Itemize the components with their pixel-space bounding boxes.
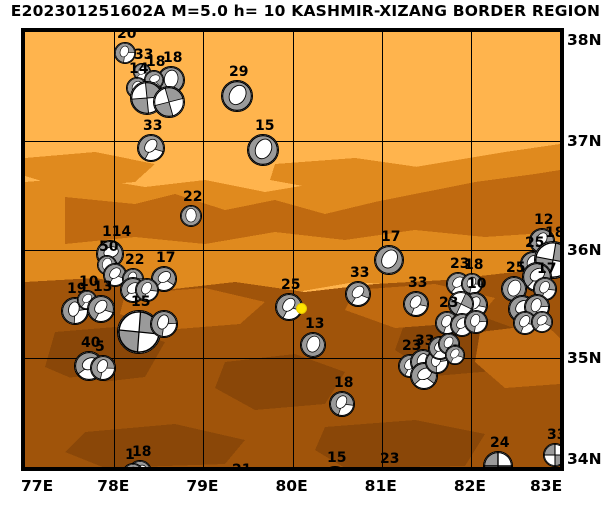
beachball-depth-label: 50 <box>99 239 119 255</box>
focal-mechanism-beachball <box>345 281 371 307</box>
focal-mechanism-beachball <box>114 42 136 64</box>
beachball-depth-label: 17 <box>156 250 176 266</box>
beachball-depth-label: 18 <box>464 257 484 273</box>
x-axis-tick-label: 83E <box>530 477 563 495</box>
beachball-depth-label: 24 <box>490 435 510 451</box>
x-axis-tick-label: 79E <box>186 477 219 495</box>
focal-mechanism-beachball <box>464 310 488 334</box>
page-title: E202301251602A M=5.0 h= 10 KASHMIR-XIZAN… <box>10 2 601 20</box>
focal-mechanism-beachball <box>533 277 557 301</box>
gridline-meridian <box>293 32 294 467</box>
gridline-meridian <box>471 32 472 467</box>
beachball-depth-label: 21 <box>232 463 251 467</box>
focal-mechanism-beachball <box>403 291 429 317</box>
beachball-depth-label: 10 <box>467 276 487 292</box>
focal-mechanism-beachball <box>151 266 177 292</box>
beachball-depth-label: 20 <box>117 32 137 42</box>
focal-mechanism-beachball <box>247 134 279 166</box>
beachball-depth-label: 33 <box>350 265 370 281</box>
beachball-depth-label: 18 <box>334 375 354 391</box>
y-axis-tick-label: 34N <box>567 450 602 468</box>
beachball-depth-label: 23 <box>439 295 459 311</box>
focal-mechanism-beachball <box>150 310 178 338</box>
x-axis-tick-label: 80E <box>275 477 308 495</box>
beachball-depth-label: 22 <box>183 189 203 205</box>
y-axis-tick-label: 36N <box>567 240 602 259</box>
beachball-depth-label: 15 <box>255 118 275 134</box>
focal-mechanism-beachball <box>543 443 560 467</box>
beachball-depth-label: 13 <box>93 279 113 295</box>
beachball-depth-label: 25 <box>281 277 301 293</box>
focal-mechanism-beachball <box>374 245 404 275</box>
epicenter-marker <box>296 303 307 314</box>
beachball-depth-label: 29 <box>229 64 249 80</box>
focal-mechanism-beachball <box>87 295 115 323</box>
focal-mechanism-beachball <box>153 86 185 118</box>
beachball-depth-label: 33 <box>547 427 560 443</box>
focal-mechanism-beachball <box>135 278 159 302</box>
gridline-parallel <box>25 141 560 142</box>
beachball-depth-label: 15 <box>131 294 151 310</box>
beachball-depth-label: 13 <box>305 316 325 332</box>
beachball-depth-label: 33 <box>408 275 428 291</box>
beachball-depth-label: 15 <box>327 450 347 466</box>
gridline-parallel <box>25 358 560 359</box>
beachball-depth-label: 17 <box>381 229 401 245</box>
beachball-depth-label: 14 <box>129 61 149 77</box>
map-frame: 20 33 18 18 14 <box>21 28 564 471</box>
beachball-depth-label: 18 <box>132 444 152 460</box>
gridline-parallel <box>25 250 560 251</box>
beachball-depth-label: 18 <box>146 54 166 70</box>
beachball-depth-label: 22 <box>125 252 145 268</box>
beachball-depth-label: 40 <box>81 335 101 351</box>
beachball-depth-label: 25 <box>506 260 526 276</box>
beachball-depth-label: 10 <box>79 274 99 290</box>
focal-mechanism-beachball <box>300 332 326 358</box>
beachball-depth-label: 17 <box>537 261 557 277</box>
focal-mechanism-beachball <box>531 311 553 333</box>
beachball-depth-label: 18 <box>163 50 183 66</box>
beachball-depth-label: 23 <box>450 256 470 272</box>
map-canvas: 20 33 18 18 14 <box>25 32 560 467</box>
focal-mechanism-beachball <box>445 345 465 365</box>
beachball-depth-label: 12 <box>534 212 554 228</box>
beachball-depth-label: 5 <box>95 339 105 355</box>
x-axis-tick-label: 77E <box>21 477 54 495</box>
beachball-depth-label: 1 <box>125 447 135 463</box>
focal-mechanism-beachball <box>461 273 483 295</box>
y-axis-tick-label: 35N <box>567 349 602 368</box>
focal-mechanism-beachball <box>137 134 165 162</box>
beachball-depth-label: 18 <box>545 225 560 241</box>
x-axis-tick-label: 82E <box>453 477 486 495</box>
y-axis-tick-label: 37N <box>567 131 602 150</box>
beachball-depth-label: 114 <box>102 224 132 240</box>
beachball-depth-label: 33 <box>134 47 154 63</box>
gridline-meridian <box>203 32 204 467</box>
beachball-depth-label: 33 <box>143 118 163 134</box>
focal-mechanism-beachball <box>221 80 253 112</box>
focal-mechanism-beachball <box>329 391 355 417</box>
focal-mechanism-beachball <box>180 205 202 227</box>
x-axis-tick-label: 78E <box>97 477 130 495</box>
focal-mechanism-beachball <box>90 355 116 381</box>
y-axis-tick-label: 38N <box>567 31 602 49</box>
x-axis-tick-label: 81E <box>364 477 397 495</box>
beachball-depth-label: 23 <box>380 451 400 467</box>
